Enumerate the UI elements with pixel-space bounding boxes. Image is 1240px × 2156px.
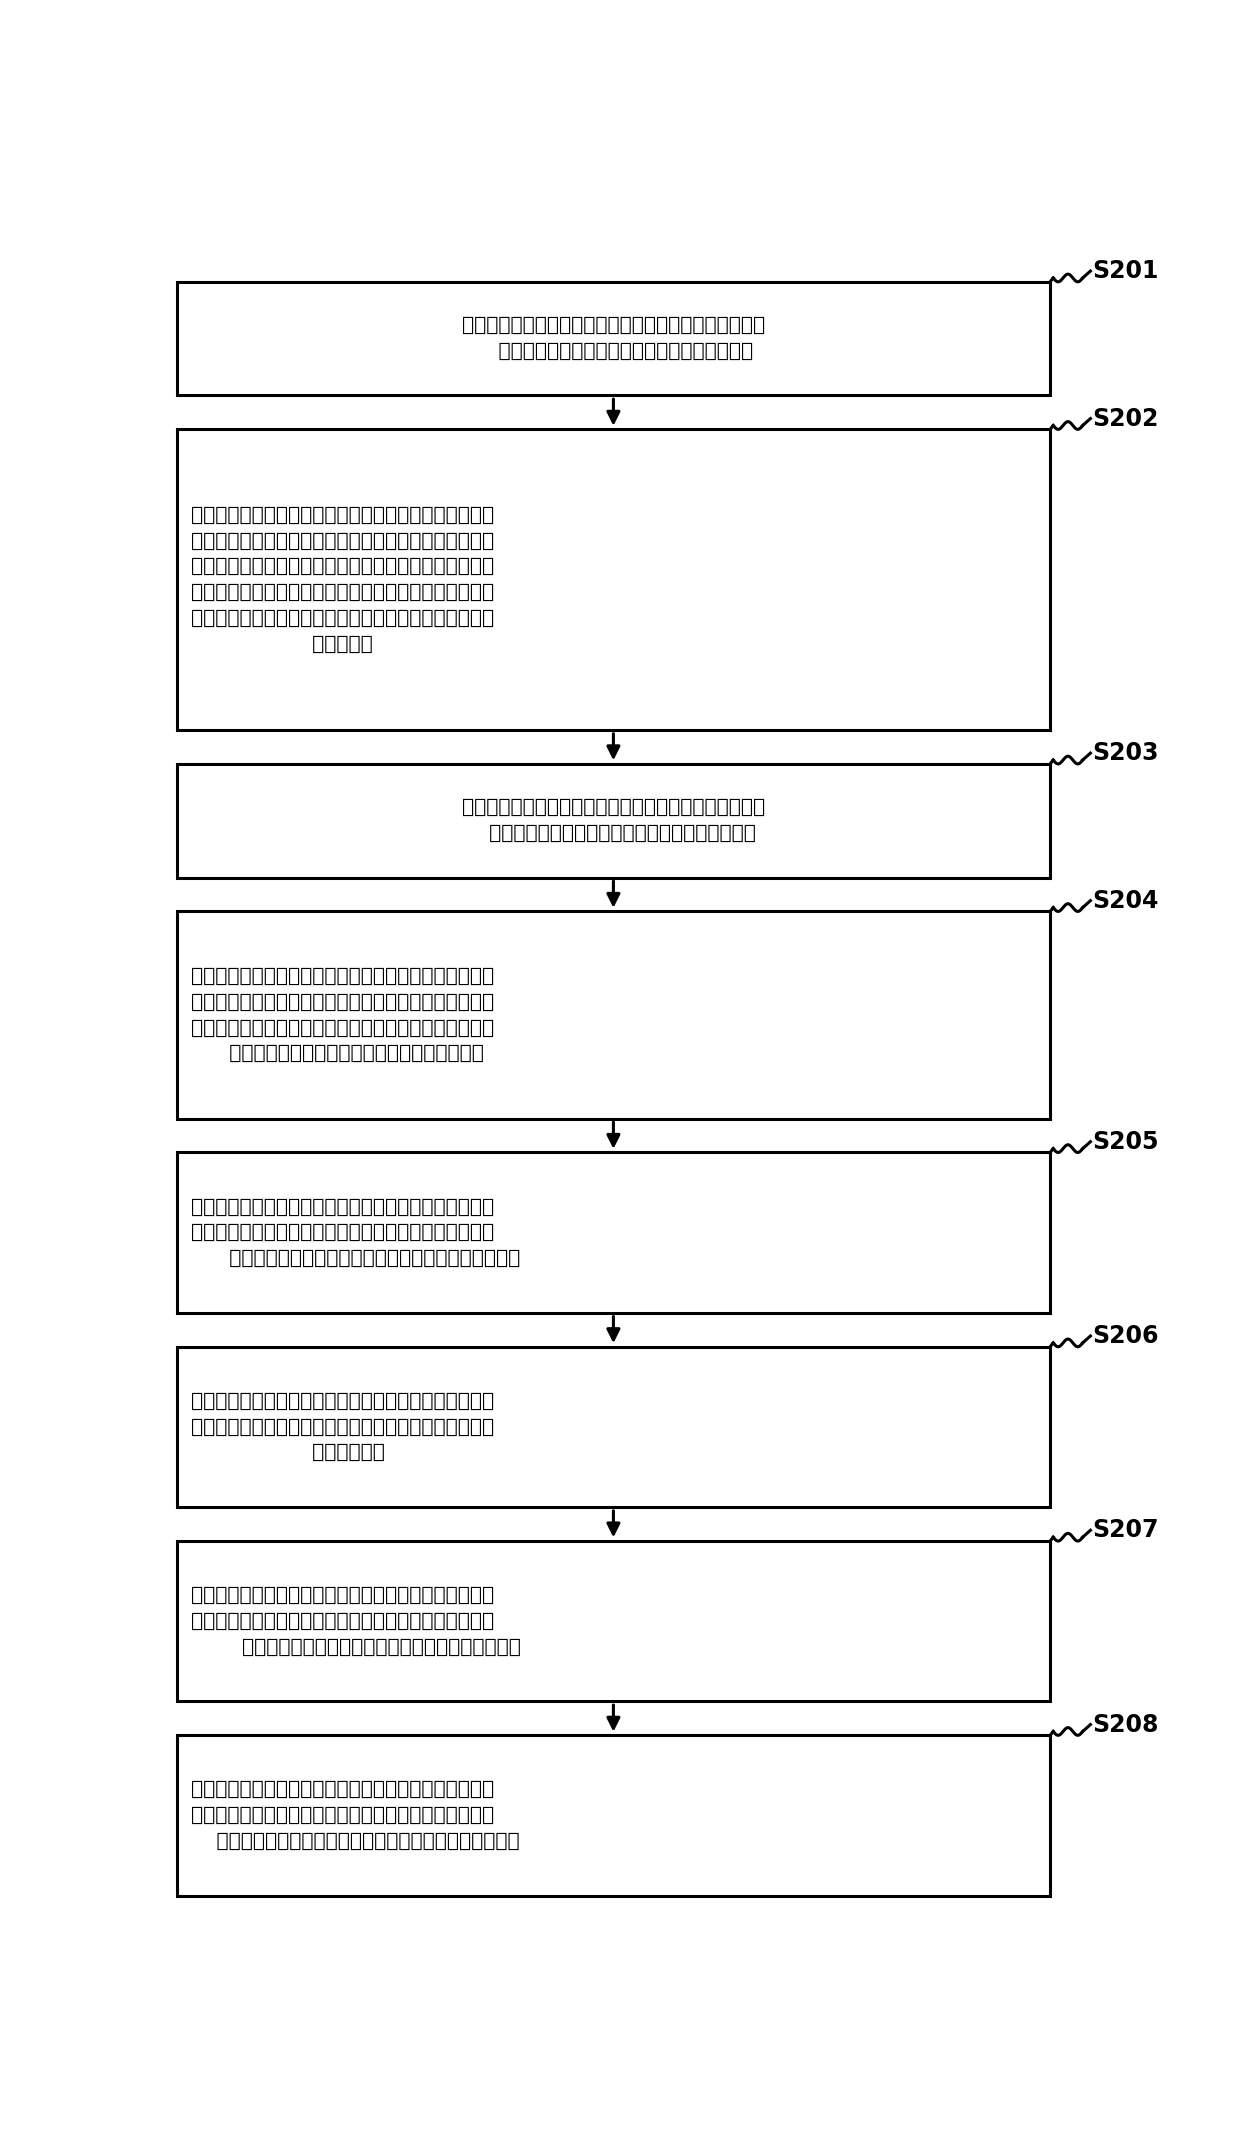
- Text: S208: S208: [1092, 1712, 1158, 1736]
- Text: 利用测距传感器检测钢液面离开地面的高度，将所述高度
    传到测温取样上位机系统和炼钢自动化控制系统: 利用测距传感器检测钢液面离开地面的高度，将所述高度 传到测温取样上位机系统和炼钢…: [461, 317, 765, 360]
- Bar: [176, 763, 1050, 877]
- Text: S205: S205: [1092, 1130, 1158, 1153]
- Bar: [176, 1348, 1050, 1507]
- Text: 测温取样上位机系统依据炼钢自动化控制系统发送的取样
指令，指示机器人控制系统使机器人本体按实时规划的运
      动轨迹在吊包位探头存放架上对应位置自动接插取: 测温取样上位机系统依据炼钢自动化控制系统发送的取样 指令，指示机器人控制系统使机…: [191, 1197, 520, 1268]
- Text: S207: S207: [1092, 1518, 1158, 1542]
- Bar: [176, 1153, 1050, 1313]
- Bar: [176, 912, 1050, 1119]
- Bar: [176, 429, 1050, 731]
- Bar: [176, 282, 1050, 395]
- Text: S203: S203: [1092, 742, 1158, 765]
- Bar: [176, 1736, 1050, 1895]
- Text: 机器人本体按实时规划的运动轨迹将带有废弃测温探头的
   测温取样枪移到到吊包位纸管刮除器刮掉废弃纸管: 机器人本体按实时规划的运动轨迹将带有废弃测温探头的 测温取样枪移到到吊包位纸管刮…: [461, 798, 765, 843]
- Text: 机器人控制系统使机器人本体按实时规划的运动轨迹将取
样器的吸管插入钢包内钢液下面的测点位置，停留规定时
                   间后提出钢液: 机器人控制系统使机器人本体按实时规划的运动轨迹将取 样器的吸管插入钢包内钢液下面…: [191, 1393, 494, 1462]
- Text: 测温取样上位机系统依据炼钢自动化控制系统发送的测温
指令，指示机器人控制系统使机器人本体按实时规划的运
    动轨迹在吊包位探头存放架上对应位置自动插接测温探: 测温取样上位机系统依据炼钢自动化控制系统发送的测温 指令，指示机器人控制系统使机…: [191, 1781, 520, 1850]
- Text: 测温取样上位机系统收到钢液面高度信息和炼钢自动化控
制系统送达的测温指令后，实时解算出钢包内钢液下面的
测点位置；利用机器人控制系统使机器人本体按实时规划
的运: 测温取样上位机系统收到钢液面高度信息和炼钢自动化控 制系统送达的测温指令后，实时…: [191, 507, 494, 653]
- Text: S201: S201: [1092, 259, 1158, 282]
- Text: S206: S206: [1092, 1324, 1158, 1348]
- Text: 测温取样上位机系统对收到的温度数据进行自动判定，若
判定为测温成功则将钢液温度数据传送到炼钢自动化控制
系统，若判定为测温失败则启动再次测温流程，若再次测
  : 测温取样上位机系统对收到的温度数据进行自动判定，若 判定为测温成功则将钢液温度数…: [191, 966, 494, 1063]
- Text: 机器人控制系统使机器人本体按实时规划的运动轨迹将取
样器放入钢包剥离器，测温取样上位机系统指令剥离器夹
        紧取样器后，机器人从取样器纸管中抽出测温: 机器人控制系统使机器人本体按实时规划的运动轨迹将取 样器放入钢包剥离器，测温取样…: [191, 1587, 521, 1656]
- Bar: [176, 1542, 1050, 1701]
- Text: S204: S204: [1092, 888, 1158, 912]
- Text: S202: S202: [1092, 407, 1158, 431]
